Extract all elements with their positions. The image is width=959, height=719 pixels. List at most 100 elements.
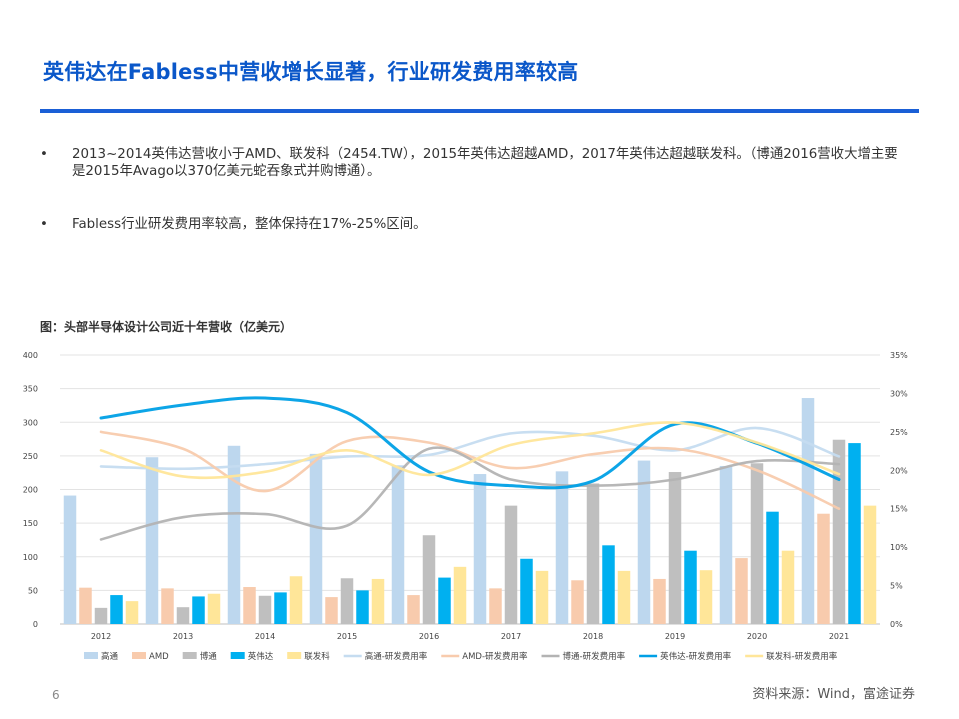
bar-英伟达-2014 — [274, 592, 287, 624]
bar-高通-2019 — [637, 460, 651, 624]
y-right-tick-label: 25% — [890, 428, 908, 437]
bar-高通-2015 — [309, 453, 323, 624]
bullet-marker: • — [40, 217, 48, 232]
bar-联发科-2014 — [289, 576, 303, 624]
y-left-tick-label: 200 — [23, 486, 38, 495]
bar-高通-2017 — [473, 474, 487, 624]
legend-swatch-AMD — [132, 652, 147, 659]
legend-label: 英伟达 — [248, 651, 274, 662]
y-right-tick-label: 30% — [890, 389, 908, 398]
bar-英伟达-2013 — [192, 596, 205, 624]
legend-swatch-联发科 — [287, 652, 302, 659]
bar-AMD-2012 — [79, 587, 92, 624]
line-AMD-研发费用率 — [99, 430, 841, 511]
bullet-text: 2013~2014英伟达营收小于AMD、联发科（2454.TW），2015年英伟… — [72, 147, 898, 179]
bar-高通-2016 — [391, 465, 405, 624]
bar-AMD-2017 — [489, 588, 502, 624]
bar-AMD-2013 — [161, 588, 174, 624]
bullet-marker: • — [40, 147, 48, 162]
bar-英伟达-2020 — [766, 511, 779, 624]
bar-英伟达-2016 — [438, 577, 451, 624]
x-tick-label: 2018 — [583, 632, 603, 641]
bar-高通-2018 — [555, 471, 569, 624]
y-left-tick-label: 150 — [23, 519, 38, 528]
y-right-tick-label: 35% — [890, 351, 908, 360]
bar-英伟达-2018 — [602, 545, 615, 624]
page-number: 6 — [52, 688, 60, 702]
line-博通-研发费用率 — [99, 446, 841, 541]
legend-swatch-博通 — [182, 652, 197, 659]
x-tick-label: 2019 — [665, 632, 685, 641]
legend-label: 联发科 — [304, 651, 330, 662]
line-高通-研发费用率 — [99, 426, 841, 471]
bar-AMD-2020 — [735, 558, 748, 624]
y-right-tick-label: 20% — [890, 466, 908, 475]
bar-英伟达-2021 — [848, 443, 861, 624]
x-tick-label: 2017 — [501, 632, 521, 641]
line-英伟达-研发费用率 — [99, 396, 841, 490]
bar-博通-2017 — [504, 505, 518, 624]
bar-英伟达-2015 — [356, 590, 369, 624]
bullet-text: Fabless行业研发费用率较高，整体保持在17%-25%区间。 — [72, 217, 427, 232]
legend-label: 博通-研发费用率 — [563, 651, 626, 662]
x-tick-label: 2013 — [173, 632, 193, 641]
x-tick-label: 2016 — [419, 632, 439, 641]
bar-英伟达-2012 — [110, 595, 123, 624]
bar-AMD-2021 — [817, 513, 830, 624]
x-tick-label: 2015 — [337, 632, 357, 641]
legend-label: AMD-研发费用率 — [462, 651, 528, 662]
bar-英伟达-2017 — [520, 558, 533, 624]
y-left-tick-label: 250 — [23, 452, 38, 461]
bar-博通-2021 — [832, 439, 846, 624]
y-right-tick-label: 5% — [890, 582, 903, 591]
bar-高通-2020 — [719, 465, 733, 624]
bar-高通-2013 — [145, 457, 159, 624]
bar-联发科-2019 — [699, 570, 713, 624]
bar-博通-2020 — [750, 463, 764, 624]
legend-label: 高通 — [101, 651, 119, 662]
bar-博通-2014 — [258, 595, 272, 624]
x-tick-label: 2012 — [91, 632, 111, 641]
slide-title: 英伟达在Fabless中营收增长显著，行业研发费用率较高 — [43, 60, 579, 84]
y-left-tick-label: 350 — [23, 385, 38, 394]
y-left-tick-label: 300 — [23, 418, 38, 427]
bar-联发科-2016 — [453, 566, 467, 624]
y-right-tick-label: 15% — [890, 505, 908, 514]
source-note: 资料来源：Wind，富途证券 — [752, 687, 915, 702]
legend-swatch-高通 — [84, 652, 98, 659]
legend-label: 联发科-研发费用率 — [766, 651, 838, 662]
bar-博通-2012 — [94, 607, 108, 624]
x-tick-label: 2021 — [829, 632, 849, 641]
legend-label: 英伟达-研发费用率 — [660, 651, 732, 662]
bar-英伟达-2019 — [684, 550, 697, 624]
x-tick-label: 2020 — [747, 632, 767, 641]
bar-AMD-2016 — [407, 595, 420, 624]
bar-联发科-2015 — [371, 578, 385, 624]
y-left-tick-label: 400 — [23, 351, 38, 360]
legend-label: 博通 — [200, 651, 218, 662]
y-left-tick-label: 50 — [28, 586, 38, 595]
legend-label: 高通-研发费用率 — [365, 651, 428, 662]
bar-高通-2014 — [227, 445, 241, 624]
bar-AMD-2015 — [325, 597, 338, 624]
bar-联发科-2012 — [125, 601, 139, 624]
bar-联发科-2018 — [617, 570, 631, 624]
bar-博通-2018 — [586, 483, 600, 624]
chart-caption: 图：头部半导体设计公司近十年营收（亿美元） — [40, 320, 293, 334]
legend-swatch-英伟达 — [230, 652, 245, 659]
y-right-tick-label: 0% — [890, 620, 903, 629]
bar-联发科-2021 — [863, 505, 877, 624]
legend-label: AMD — [149, 652, 169, 662]
bar-AMD-2019 — [653, 578, 666, 624]
bar-AMD-2018 — [571, 580, 584, 624]
y-right-tick-label: 10% — [890, 543, 908, 552]
bar-高通-2012 — [63, 495, 77, 624]
bar-高通-2021 — [801, 398, 815, 624]
bar-联发科-2013 — [207, 593, 221, 624]
line-联发科-研发费用率 — [99, 421, 841, 480]
x-tick-label: 2014 — [255, 632, 275, 641]
bar-联发科-2017 — [535, 570, 549, 624]
y-left-tick-label: 0 — [33, 620, 38, 629]
bar-联发科-2020 — [781, 550, 795, 624]
